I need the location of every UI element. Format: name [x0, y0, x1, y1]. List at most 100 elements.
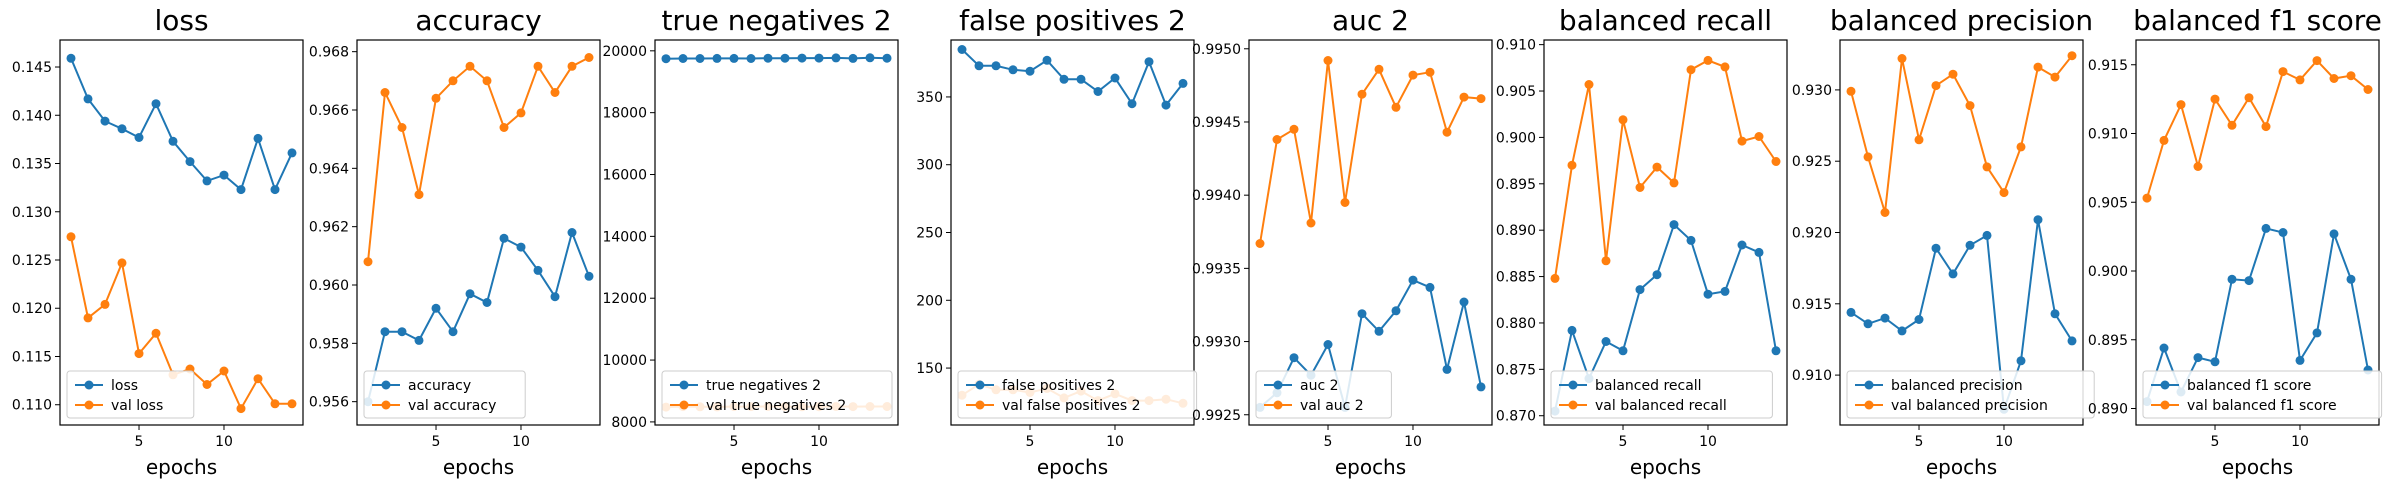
data-point — [1076, 74, 1086, 84]
data-point — [2329, 229, 2339, 239]
chart-title: balanced recall — [1559, 4, 1772, 37]
y-tick-label: 0.925 — [1792, 154, 1832, 170]
data-point — [1059, 74, 1069, 84]
legend-label: val accuracy — [408, 398, 496, 414]
legend-label: auc 2 — [1300, 378, 1339, 394]
x-tick-label: 10 — [1995, 434, 2013, 450]
data-point — [1863, 152, 1873, 162]
data-point — [1601, 256, 1611, 266]
data-point — [1897, 326, 1907, 336]
data-point — [1442, 127, 1452, 137]
data-point — [746, 54, 756, 63]
data-point — [1425, 67, 1435, 77]
data-point — [2346, 274, 2356, 284]
legend-marker — [679, 400, 689, 410]
series-line-1 — [1259, 60, 1482, 244]
x-tick-label: 5 — [1324, 434, 1333, 450]
data-point — [1042, 55, 1052, 65]
data-point — [482, 298, 492, 307]
legend-label: balanced recall — [1595, 378, 1702, 394]
data-point — [482, 76, 492, 86]
subplot-4: auc 2 epochs 0.9925 0.9930 0.9935 0.9940 0.994… — [1192, 4, 1493, 479]
y-tick-label: 0.9945 — [1192, 115, 1241, 131]
data-point — [797, 53, 807, 63]
data-point — [1340, 198, 1350, 207]
y-tick-label: 0.962 — [309, 220, 349, 236]
data-point — [2142, 193, 2152, 203]
data-point — [1025, 66, 1035, 76]
data-point — [363, 257, 373, 267]
legend-box — [66, 370, 195, 419]
y-tick-label: 0.145 — [12, 60, 52, 76]
y-tick-label: 18000 — [602, 106, 647, 122]
y-tick-label: 0.915 — [2088, 58, 2128, 74]
data-point — [465, 61, 475, 71]
y-tick-label: 0.930 — [1792, 83, 1832, 99]
legend-box — [363, 370, 526, 419]
data-point — [219, 366, 229, 376]
data-point — [2159, 343, 2169, 353]
data-point — [1635, 183, 1645, 192]
x-tick-label: 10 — [512, 434, 530, 450]
data-point — [1897, 54, 1907, 63]
legend-marker — [679, 380, 689, 390]
data-point — [831, 53, 841, 63]
data-point — [1178, 78, 1188, 88]
data-point — [1931, 243, 1941, 253]
data-point — [2363, 85, 2373, 94]
data-point — [1161, 100, 1171, 110]
data-point — [1357, 89, 1367, 99]
data-point — [1567, 325, 1577, 335]
subplot-5: balanced recall epochs 0.870 0.875 0.880 0.88… — [1496, 4, 1788, 479]
axes-frame — [654, 39, 899, 426]
y-tick-label: 0.125 — [12, 253, 52, 269]
legend-marker — [84, 380, 94, 390]
subplot-2: true negatives 2 epochs 8000 10000 12000 1400… — [602, 4, 899, 479]
data-point — [533, 61, 543, 71]
y-tick-label: 0.905 — [1496, 84, 1536, 100]
data-point — [1669, 220, 1679, 230]
y-tick-label: 0.968 — [309, 45, 349, 61]
legend-label: val true negatives 2 — [706, 398, 846, 414]
data-point — [134, 349, 144, 359]
data-point — [1965, 101, 1975, 111]
y-tick-label: 0.130 — [12, 205, 52, 221]
data-point — [380, 88, 390, 97]
legend-box — [661, 370, 893, 419]
y-tick-label: 250 — [916, 226, 943, 242]
data-point — [1567, 160, 1577, 170]
data-point — [2312, 328, 2322, 338]
data-point — [957, 45, 967, 54]
data-point — [1459, 297, 1469, 307]
x-tick-label: 10 — [2291, 434, 2309, 450]
data-point — [2067, 336, 2077, 346]
data-point — [991, 61, 1001, 71]
x-axis-label: epochs — [2222, 455, 2293, 479]
axes-frame — [950, 39, 1195, 426]
data-point — [168, 136, 178, 146]
data-point — [1999, 188, 2009, 198]
legend-label: accuracy — [408, 378, 471, 394]
y-tick-label: 0.875 — [1496, 362, 1536, 378]
legend-label: val balanced recall — [1595, 398, 1727, 414]
data-point — [1008, 65, 1018, 75]
y-tick-label: 0.9925 — [1192, 408, 1241, 424]
data-point — [1965, 240, 1975, 250]
data-point — [695, 54, 705, 63]
y-tick-label: 0.958 — [309, 336, 349, 352]
data-point — [1550, 273, 1560, 283]
x-tick-label: 10 — [215, 434, 233, 450]
data-point — [1669, 178, 1679, 188]
data-point — [712, 53, 722, 63]
axes-frame — [2135, 39, 2380, 426]
data-point — [1635, 285, 1645, 295]
data-point — [1686, 65, 1696, 75]
subplot-0: loss epochs 0.110 0.115 0.120 0.125 0.130 0.135… — [12, 4, 304, 479]
data-point — [729, 53, 739, 63]
y-tick-label: 0.915 — [1792, 297, 1832, 313]
subplot-6: balanced precision epochs 0.910 0.915 0.920 0… — [1792, 4, 2095, 479]
data-point — [1323, 340, 1333, 349]
data-point — [567, 61, 577, 71]
legend-box — [1255, 370, 1392, 419]
data-point — [185, 157, 195, 167]
